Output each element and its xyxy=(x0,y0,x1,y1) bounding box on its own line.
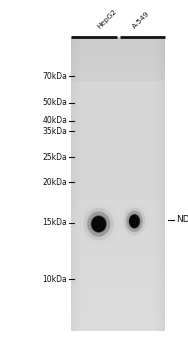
Text: 15kDa: 15kDa xyxy=(42,218,67,227)
Ellipse shape xyxy=(74,197,123,251)
Ellipse shape xyxy=(121,204,148,239)
Text: 25kDa: 25kDa xyxy=(42,153,67,162)
Ellipse shape xyxy=(130,216,138,226)
Ellipse shape xyxy=(126,211,143,232)
Ellipse shape xyxy=(87,211,110,237)
Text: A-549: A-549 xyxy=(131,10,150,30)
Ellipse shape xyxy=(91,216,106,232)
Text: HepG2: HepG2 xyxy=(96,8,118,30)
Ellipse shape xyxy=(117,198,152,244)
Text: 35kDa: 35kDa xyxy=(42,127,67,136)
Ellipse shape xyxy=(80,203,118,245)
Ellipse shape xyxy=(124,208,145,235)
Ellipse shape xyxy=(84,208,114,240)
Text: 70kDa: 70kDa xyxy=(42,72,67,81)
Text: 10kDa: 10kDa xyxy=(42,275,67,284)
Ellipse shape xyxy=(93,218,104,230)
Ellipse shape xyxy=(91,215,107,233)
Text: 50kDa: 50kDa xyxy=(42,98,67,107)
Text: 40kDa: 40kDa xyxy=(42,116,67,125)
Ellipse shape xyxy=(129,214,140,228)
Text: NDUFC2: NDUFC2 xyxy=(176,215,188,224)
Ellipse shape xyxy=(128,214,140,229)
Text: 20kDa: 20kDa xyxy=(42,178,67,187)
